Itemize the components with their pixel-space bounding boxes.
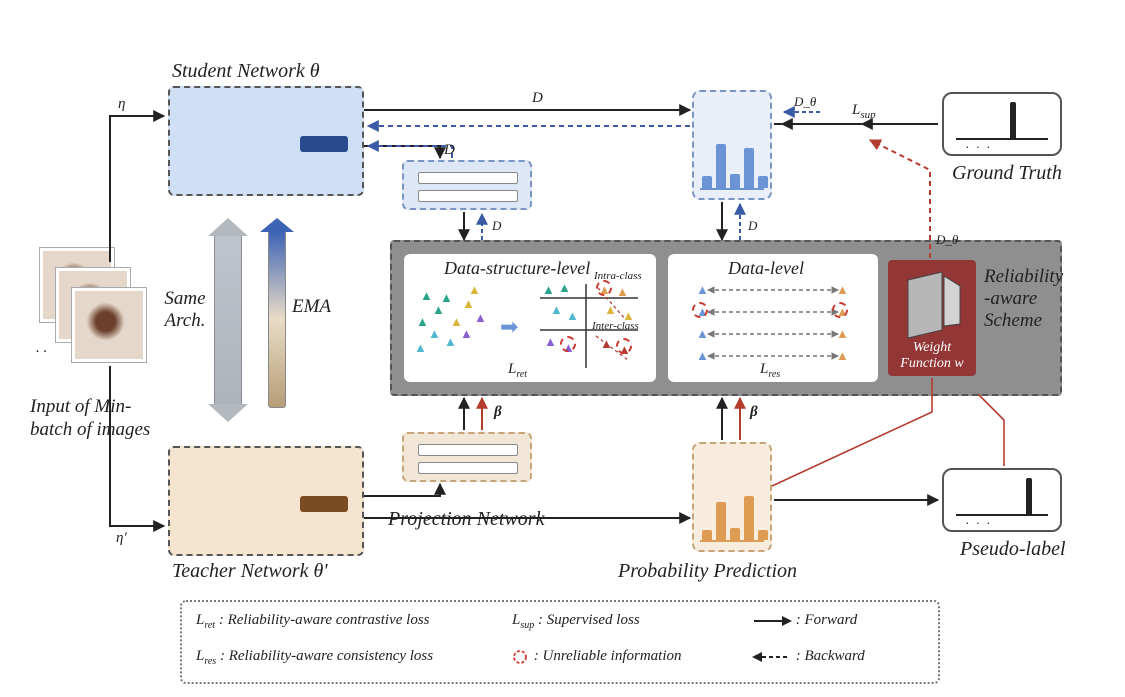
lbl-Dsup-weight: D_θ	[936, 232, 958, 248]
legend-Lret: Lret : Reliability-aware contrastive los…	[196, 612, 430, 631]
ground-truth-box	[942, 92, 1062, 156]
student-network-label: Student Network θ	[172, 60, 320, 83]
projection-student	[402, 160, 532, 210]
input-caption-text: Input of Min- batch of images	[30, 396, 150, 440]
student-network-box	[168, 86, 364, 196]
same-arch-arrow-down	[208, 404, 248, 422]
lbl-D-top: D	[532, 90, 543, 107]
weight-function-label: Weight Function w	[894, 340, 970, 372]
pseudo-label-label: Pseudo-label	[960, 538, 1066, 561]
L-res-label-panel: Lres	[760, 361, 780, 380]
weight-function-box: Weight Function w	[888, 260, 976, 376]
lbl-D-prob-down: D	[748, 218, 757, 234]
data-level-panel: Data-level ▲ ▲ ▲ ▲ ▲ ▲ ▲ ▲ Lres	[668, 254, 878, 382]
pseudo-ellipsis	[966, 512, 992, 528]
teacher-network-label: Teacher Network θ'	[172, 560, 328, 583]
L-ret-label: Lret	[508, 361, 527, 380]
intra-class-label: Intra-class	[594, 270, 642, 282]
lbl-eta: η	[118, 96, 125, 113]
legend-unreliable: : Unreliable information	[512, 648, 682, 665]
teacher-network-box	[168, 446, 364, 556]
same-arch-arrow-up	[208, 218, 248, 236]
proj-s-line1	[418, 172, 518, 184]
teacher-inner-block	[300, 496, 348, 512]
lbl-Dsup-back: D_θ	[794, 94, 816, 110]
input-image-1	[72, 288, 146, 362]
lbl-eta-prime: η'	[116, 530, 127, 547]
student-inner-block	[300, 136, 348, 152]
lbl-D-proj-down: D	[492, 218, 501, 234]
lbl-beta-right: β	[750, 404, 758, 421]
ema-bar	[268, 230, 286, 408]
legend-Lres: Lres : Reliability-aware consistency los…	[196, 648, 433, 667]
data-structure-panel: Data-structure-level ▲ ▲ ▲ ▲ ▲ ▲ ▲ ▲ ▲ ▲…	[404, 254, 656, 382]
projection-teacher	[402, 432, 532, 482]
proj-s-line2	[418, 190, 518, 202]
legend-box: Lret : Reliability-aware contrastive los…	[180, 600, 940, 684]
reliability-scheme-label: Reliability -aware Scheme	[984, 266, 1094, 332]
gt-ellipsis	[966, 136, 992, 152]
prob-student	[692, 90, 772, 200]
prob-teacher	[692, 442, 772, 552]
data-structure-title: Data-structure-level	[444, 258, 590, 279]
proj-t-line1	[418, 444, 518, 456]
input-caption: Input of Min- batch of images	[30, 396, 170, 442]
projection-network-label: Projection Network	[388, 508, 544, 531]
probability-prediction-label: Probability Prediction	[618, 560, 797, 583]
pseudo-label-box	[942, 468, 1062, 532]
lbl-D-top2: D	[444, 142, 455, 159]
ema-arrow-up	[260, 218, 294, 232]
same-arch-label: Same Arch.	[156, 288, 214, 332]
input-ellipsis: . .	[36, 340, 47, 357]
proj-t-line2	[418, 462, 518, 474]
same-arch-arrow	[214, 230, 242, 408]
inter-class-label: Inter-class	[592, 320, 639, 332]
ema-label: EMA	[292, 296, 331, 318]
legend-forward: : Forward	[752, 612, 857, 629]
lbl-beta-left: β	[494, 404, 502, 421]
ground-truth-label: Ground Truth	[952, 162, 1062, 185]
lbl-Lsup: Lsup	[852, 102, 876, 121]
legend-Lsup: Lsup : Supervised loss	[512, 612, 640, 631]
legend-backward: : Backward	[752, 648, 865, 665]
